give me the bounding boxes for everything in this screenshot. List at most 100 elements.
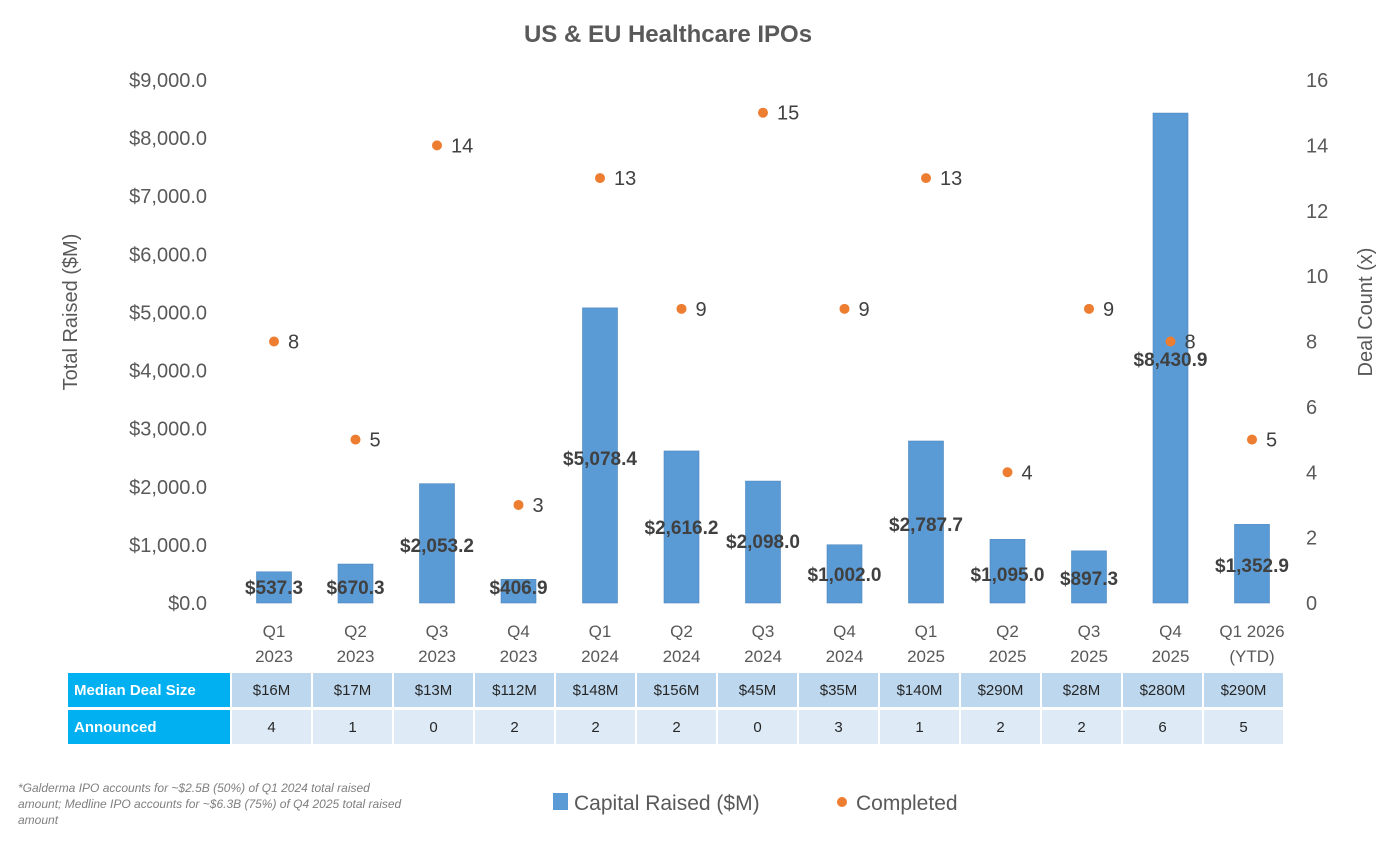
y2-tick-label: 2: [1306, 528, 1317, 550]
table-row-median-deal-size: Median Deal Size $16M $17M $13M $112M $1…: [68, 673, 1283, 710]
table-cell: 0: [394, 710, 473, 744]
table-cell: $112M: [475, 673, 554, 710]
x-tick-label: Q1: [263, 622, 286, 641]
x-tick-label: (YTD): [1229, 647, 1274, 666]
legend: Capital Raised ($M) Completed: [553, 792, 958, 815]
table-cell: $290M: [1204, 673, 1283, 710]
bar: [989, 539, 1026, 604]
table-cell: $13M: [394, 673, 473, 710]
bar: [826, 544, 863, 604]
bar-data-label: $1,002.0: [808, 565, 882, 586]
y2-axis-title: Deal Count (x): [1355, 248, 1377, 377]
table-cell: $140M: [880, 673, 959, 710]
table-cell: 2: [475, 710, 554, 744]
completed-point-label: 3: [533, 495, 544, 517]
completed-point: [1165, 336, 1176, 347]
x-axis: Q1 2023 Q2 2023 Q3 2023 Q4 2023 Q1 2024 Q2 2024 Q3 20…: [255, 622, 1285, 666]
y2-tick-label: 6: [1306, 397, 1317, 419]
x-tick-label: Q2: [344, 622, 367, 641]
table-cell: $156M: [637, 673, 716, 710]
bar-data-label: $5,078.4: [563, 449, 637, 470]
chart-title: US & EU Healthcare IPOs: [524, 21, 812, 48]
x-tick-label: Q3: [426, 622, 449, 641]
completed-point-label: 9: [696, 299, 707, 321]
x-tick-label: 2024: [663, 647, 701, 666]
y2-tick-label: 0: [1306, 593, 1317, 615]
bar: [256, 571, 292, 604]
table-cell: 1: [313, 710, 392, 744]
completed-point-label: 8: [1185, 332, 1196, 354]
table-row-announced: Announced 4 1 0 2 2 2 0 3 1 2 2 6 5: [68, 710, 1283, 744]
bar-data-label: $8,430.9: [1134, 350, 1208, 371]
bar-data-label: $1,352.9: [1215, 556, 1289, 577]
y-tick-label: $4,000.0: [129, 361, 207, 383]
x-tick-label: 2024: [744, 647, 782, 666]
completed-point: [595, 173, 605, 184]
bar: [500, 579, 537, 604]
completed-point: [1247, 434, 1257, 445]
bar-series: $537.3 $670.3 $2,053.2 $406.9 $5,078.4 $2,616…: [245, 112, 1289, 604]
table-cell: $17M: [313, 673, 392, 710]
bar: [419, 483, 455, 604]
x-tick-label: 2025: [907, 647, 945, 666]
completed-point: [432, 140, 442, 151]
bar: [582, 307, 618, 604]
x-tick-label: 2025: [989, 647, 1027, 666]
completed-point: [921, 173, 931, 184]
y-tick-label: $7,000.0: [129, 186, 207, 208]
x-tick-label: 2024: [581, 647, 619, 666]
table-cell: 0: [718, 710, 797, 744]
bar-data-label: $897.3: [1060, 569, 1118, 590]
bar-data-label: $2,098.0: [726, 532, 800, 553]
bar-data-label: $670.3: [326, 578, 384, 599]
completed-point-label: 14: [451, 135, 473, 157]
bar: [1071, 550, 1107, 604]
x-tick-label: Q4: [507, 622, 530, 641]
y-tick-label: $5,000.0: [129, 302, 207, 324]
table-cell: 2: [1042, 710, 1121, 744]
table-cell: $28M: [1042, 673, 1121, 710]
completed-point-label: 9: [859, 299, 870, 321]
x-tick-label: 2025: [1070, 647, 1108, 666]
bar-data-label: $406.9: [489, 578, 547, 599]
y-tick-label: $0.0: [168, 593, 207, 615]
legend-label-completed: Completed: [856, 792, 958, 815]
x-tick-label: 2025: [1152, 647, 1190, 666]
y-axis-right: 0 2 4 6 8 10 12 14 16: [1306, 70, 1328, 615]
y2-tick-label: 12: [1306, 201, 1328, 223]
y2-tick-label: 14: [1306, 135, 1328, 157]
legend-swatch-completed: [837, 797, 847, 807]
completed-point: [758, 107, 768, 118]
y-tick-label: $1,000.0: [129, 535, 207, 557]
completed-point-label: 13: [614, 168, 636, 190]
legend-label-capital: Capital Raised ($M): [574, 792, 760, 815]
table-cell: $45M: [718, 673, 797, 710]
bar-data-label: $537.3: [245, 578, 303, 599]
x-tick-label: Q3: [1078, 622, 1101, 641]
bar-data-label: $2,616.2: [645, 518, 719, 539]
table-cell: 2: [556, 710, 635, 744]
bar: [1152, 112, 1189, 604]
bar-data-label: $1,095.0: [971, 565, 1045, 586]
completed-point: [269, 336, 279, 347]
dot-series: 8 5 14 3 13 9 15 9 13 4 9 8 5: [269, 103, 1277, 517]
x-tick-label: Q4: [1159, 622, 1182, 641]
x-tick-label: 2023: [337, 647, 375, 666]
y-axis-title: Total Raised ($M): [60, 234, 82, 391]
y-axis-left: $0.0 $1,000.0 $2,000.0 $3,000.0 $4,000.0 $5,0…: [129, 70, 207, 615]
x-tick-label: Q3: [752, 622, 775, 641]
stats-table: Median Deal Size $16M $17M $13M $112M $1…: [66, 673, 1285, 744]
completed-point-label: 5: [1266, 430, 1277, 452]
y-tick-label: $2,000.0: [129, 477, 207, 499]
row-header: Median Deal Size: [68, 673, 230, 710]
bar-data-label: $2,053.2: [400, 536, 474, 557]
bar: [908, 440, 944, 604]
y2-tick-label: 8: [1306, 332, 1317, 354]
table-cell: $280M: [1123, 673, 1202, 710]
completed-point: [1084, 303, 1094, 314]
table-cell: $148M: [556, 673, 635, 710]
row-header: Announced: [68, 710, 230, 744]
table-cell: 4: [232, 710, 311, 744]
x-tick-label: 2024: [826, 647, 864, 666]
